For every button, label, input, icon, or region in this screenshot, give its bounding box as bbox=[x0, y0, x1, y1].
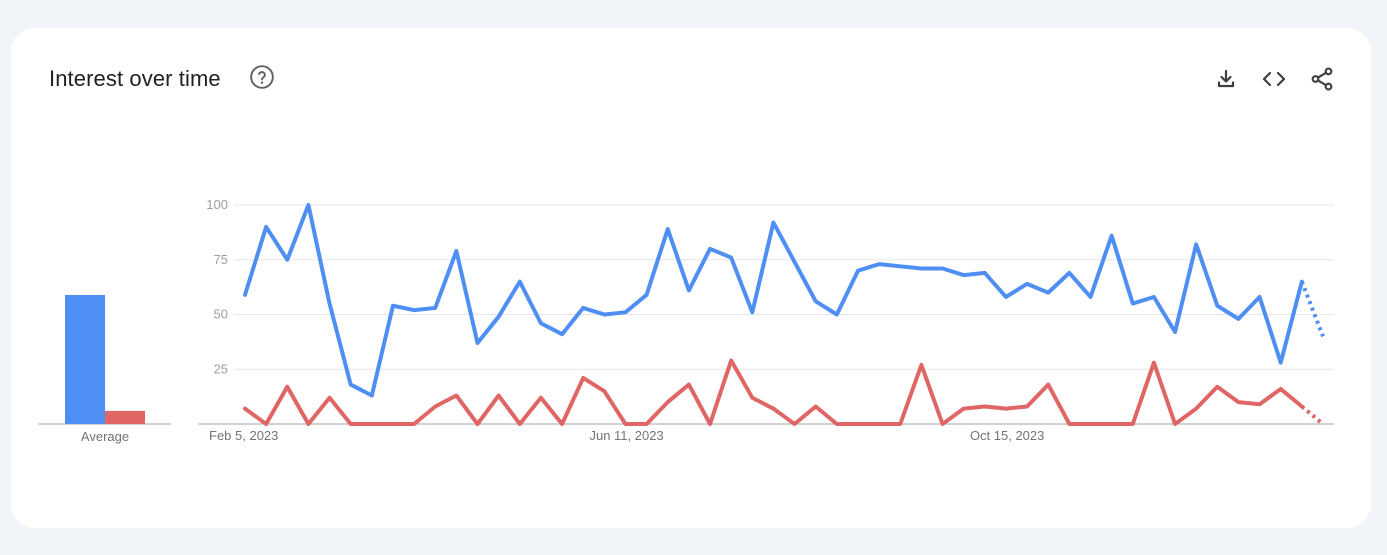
download-icon bbox=[1217, 69, 1235, 88]
help-circle-icon[interactable] bbox=[249, 64, 275, 90]
y-tick-label-75: 75 bbox=[214, 252, 228, 267]
x-tick-label-2: Jun 11, 2023 bbox=[589, 428, 663, 443]
code-icon bbox=[1262, 71, 1286, 87]
average-bar-1 bbox=[65, 295, 105, 424]
y-tick-label-50: 50 bbox=[214, 307, 228, 322]
interest-over-time-card: Interest over time bbox=[11, 28, 1371, 528]
x-tick-label-1: Feb 5, 2023 bbox=[209, 428, 278, 443]
y-tick-label-25: 25 bbox=[214, 361, 228, 376]
download-button[interactable] bbox=[1213, 66, 1239, 92]
card-title: Interest over time bbox=[49, 66, 221, 91]
y-tick-label-100: 100 bbox=[206, 197, 228, 212]
average-label: Average bbox=[81, 429, 129, 444]
card-actions bbox=[1213, 66, 1335, 92]
embed-button[interactable] bbox=[1261, 66, 1287, 92]
series-2-partial-segment bbox=[1300, 404, 1325, 426]
share-icon bbox=[1311, 67, 1333, 91]
x-tick-label-3: Oct 15, 2023 bbox=[970, 428, 1044, 443]
series-1-partial-segment bbox=[1299, 280, 1325, 338]
average-bar-2 bbox=[105, 410, 145, 424]
series-1-line bbox=[243, 203, 1304, 398]
series-2-line bbox=[243, 358, 1304, 426]
share-button[interactable] bbox=[1309, 66, 1335, 92]
